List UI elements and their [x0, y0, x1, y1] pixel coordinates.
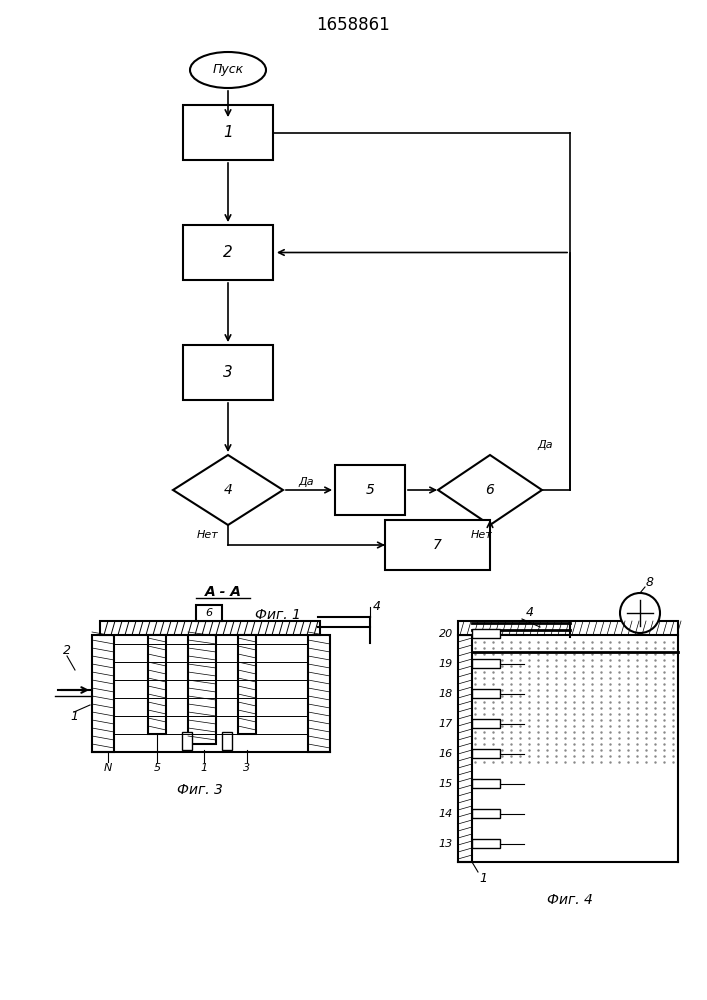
- Text: 19: 19: [439, 659, 453, 669]
- Text: N: N: [104, 763, 112, 773]
- FancyBboxPatch shape: [458, 635, 472, 862]
- FancyBboxPatch shape: [472, 719, 500, 728]
- Text: 3: 3: [223, 365, 233, 380]
- Text: Да: Да: [298, 477, 314, 487]
- FancyBboxPatch shape: [183, 225, 273, 280]
- Text: 4: 4: [223, 483, 233, 497]
- FancyBboxPatch shape: [472, 809, 500, 818]
- Polygon shape: [173, 455, 283, 525]
- Text: 2: 2: [63, 644, 71, 656]
- FancyBboxPatch shape: [335, 465, 405, 515]
- Text: 20: 20: [439, 629, 453, 639]
- FancyBboxPatch shape: [182, 732, 192, 750]
- FancyBboxPatch shape: [472, 659, 500, 668]
- Text: 3: 3: [243, 763, 250, 773]
- FancyBboxPatch shape: [238, 635, 256, 734]
- Text: 2: 2: [223, 245, 233, 260]
- FancyBboxPatch shape: [92, 635, 114, 752]
- Text: 16: 16: [439, 749, 453, 759]
- Text: 14: 14: [439, 809, 453, 819]
- Text: 1: 1: [70, 710, 78, 722]
- FancyBboxPatch shape: [100, 621, 320, 635]
- FancyBboxPatch shape: [188, 635, 216, 744]
- FancyBboxPatch shape: [308, 635, 330, 752]
- Text: 6: 6: [206, 608, 213, 618]
- Text: 5: 5: [366, 483, 375, 497]
- Text: 13: 13: [439, 839, 453, 849]
- Text: 7: 7: [433, 538, 442, 552]
- FancyBboxPatch shape: [472, 749, 500, 758]
- FancyBboxPatch shape: [222, 732, 232, 750]
- Ellipse shape: [190, 52, 266, 88]
- Text: 1658861: 1658861: [316, 16, 390, 34]
- Text: 17: 17: [439, 719, 453, 729]
- Text: Фиг. 3: Фиг. 3: [177, 783, 223, 797]
- FancyBboxPatch shape: [472, 689, 500, 698]
- FancyBboxPatch shape: [183, 105, 273, 160]
- Text: 4: 4: [526, 606, 534, 619]
- Text: Нет: Нет: [197, 530, 219, 540]
- Text: 4: 4: [373, 600, 381, 613]
- FancyBboxPatch shape: [385, 520, 490, 570]
- Text: Пуск: Пуск: [212, 64, 244, 77]
- Text: Фиг. 4: Фиг. 4: [547, 893, 593, 907]
- Text: 8: 8: [646, 576, 654, 589]
- Text: 1: 1: [201, 763, 208, 773]
- Text: А - А: А - А: [204, 585, 242, 599]
- Text: Фиг. 1: Фиг. 1: [255, 608, 301, 622]
- Text: 1: 1: [223, 125, 233, 140]
- Text: Нет: Нет: [471, 530, 493, 540]
- Text: 15: 15: [439, 779, 453, 789]
- FancyBboxPatch shape: [148, 635, 166, 734]
- FancyBboxPatch shape: [472, 779, 500, 788]
- Text: 6: 6: [486, 483, 494, 497]
- Text: 5: 5: [153, 763, 160, 773]
- Text: Да: Да: [537, 440, 553, 450]
- FancyBboxPatch shape: [183, 345, 273, 400]
- Text: 1: 1: [479, 871, 487, 884]
- FancyBboxPatch shape: [458, 621, 678, 635]
- FancyBboxPatch shape: [472, 629, 500, 638]
- FancyBboxPatch shape: [196, 605, 222, 621]
- Polygon shape: [438, 455, 542, 525]
- Text: 18: 18: [439, 689, 453, 699]
- FancyBboxPatch shape: [472, 839, 500, 848]
- Circle shape: [620, 593, 660, 633]
